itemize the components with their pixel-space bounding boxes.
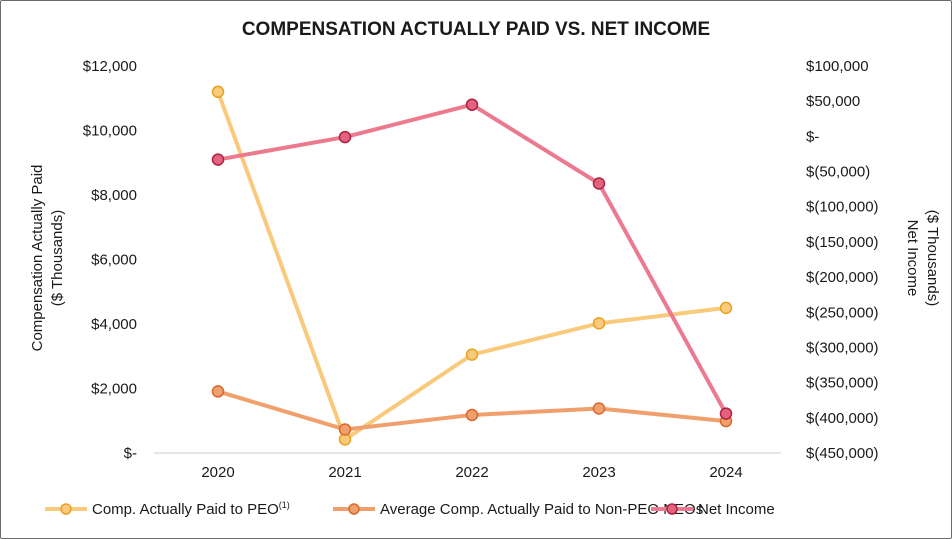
series-2-point [211, 385, 225, 398]
left-axis-label-line1: Compensation Actually Paid [29, 165, 46, 352]
series-line-1 [216, 89, 728, 442]
left-axis-label-line2: ($ Thousands) [49, 210, 66, 306]
series-1-point [592, 317, 606, 330]
series-line-3 [216, 102, 728, 416]
series-1-point [719, 301, 733, 315]
legend-label: Net Income [698, 501, 775, 518]
right-tick-label: $(200,000) [806, 269, 879, 286]
series-2-point [338, 423, 352, 436]
x-tick-label: 2021 [328, 464, 361, 481]
legend-label: Average Comp. Actually Paid to Non-PEO N… [380, 501, 703, 518]
series-2-point [465, 408, 479, 422]
right-tick-label: $(300,000) [806, 339, 879, 356]
left-tick-label: $8,000 [91, 187, 137, 204]
x-tick-label: 2020 [201, 464, 234, 481]
legend-swatch-marker [60, 503, 72, 515]
right-axis-label-line2: ($ Thousands) [924, 210, 941, 306]
left-tick-label: $6,000 [91, 252, 137, 269]
right-tick-label: $50,000 [806, 93, 860, 110]
x-tick-label: 2022 [455, 464, 488, 481]
series-3-point [592, 177, 606, 190]
right-tick-label: $(250,000) [806, 304, 879, 321]
series-3-point [338, 130, 352, 144]
left-tick-label: $4,000 [91, 316, 137, 333]
legend: Comp. Actually Paid to PEO(1) Average Com… [45, 500, 775, 518]
right-tick-label: $(400,000) [806, 410, 879, 427]
right-tick-label: $(50,000) [806, 164, 870, 181]
chart-title: COMPENSATION ACTUALLY PAID VS. NET INCOM… [242, 19, 710, 40]
series-3-point [211, 153, 225, 166]
series-3-point [719, 407, 733, 420]
legend-label: Comp. Actually Paid to PEO(1) [92, 500, 290, 518]
right-tick-label: $(350,000) [806, 375, 879, 392]
x-axis-ticks: 2020 2021 2022 2023 2024 [201, 464, 742, 481]
right-axis-ticks: $100,000 $50,000 $- $(50,000) $(100,000) $(15… [806, 58, 879, 462]
right-tick-label: $100,000 [806, 58, 869, 75]
series-1-point [465, 348, 479, 361]
left-tick-label: $10,000 [83, 123, 137, 140]
legend-swatch-marker [666, 503, 678, 515]
right-tick-label: $- [806, 128, 819, 145]
right-tick-label: $(150,000) [806, 234, 879, 251]
left-axis-ticks: $12,000 $10,000 $8,000 $6,000 $4,000 $2,000 $- [83, 58, 137, 462]
x-tick-label: 2023 [582, 464, 615, 481]
series-2-point [592, 402, 606, 415]
series-3-point [465, 98, 479, 111]
series-layer [211, 85, 733, 446]
right-tick-label: $(100,000) [806, 199, 879, 216]
right-axis-label-line1: Net Income [904, 220, 921, 297]
x-tick-label: 2024 [709, 464, 742, 481]
left-tick-label: $2,000 [91, 381, 137, 398]
left-tick-label: $12,000 [83, 58, 137, 75]
series-1-point [211, 85, 225, 99]
left-tick-label: $- [124, 445, 137, 462]
right-tick-label: $(450,000) [806, 445, 879, 462]
legend-swatch-marker [348, 503, 360, 515]
